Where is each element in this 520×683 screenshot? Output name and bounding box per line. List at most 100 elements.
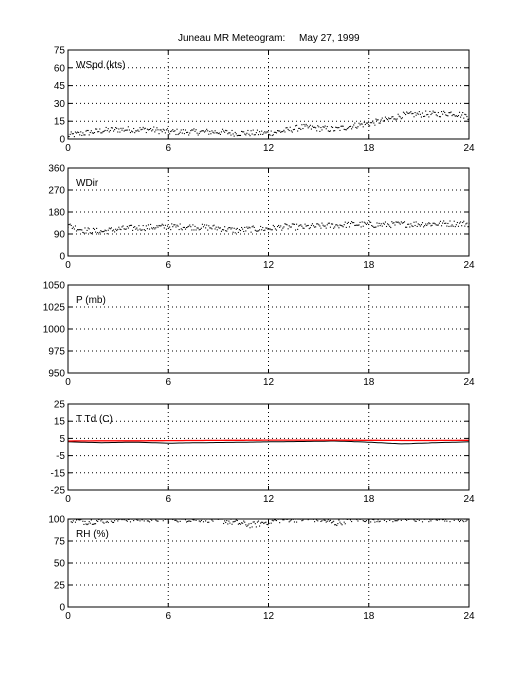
data-point bbox=[166, 225, 169, 227]
data-point bbox=[80, 229, 82, 231]
data-point bbox=[140, 229, 142, 231]
data-point bbox=[444, 222, 446, 224]
data-point bbox=[146, 128, 148, 130]
x-tick-label: 24 bbox=[463, 611, 475, 622]
data-point bbox=[297, 130, 299, 132]
data-point bbox=[357, 126, 359, 128]
y-tick-label: 950 bbox=[48, 369, 65, 380]
data-point bbox=[314, 226, 316, 228]
data-point bbox=[310, 224, 312, 226]
x-tick-label: 24 bbox=[463, 377, 475, 388]
data-point bbox=[347, 127, 349, 129]
data-point bbox=[462, 221, 464, 224]
data-point bbox=[206, 128, 208, 130]
data-point bbox=[310, 128, 312, 130]
data-point bbox=[309, 124, 311, 126]
data-point bbox=[311, 223, 314, 225]
data-point bbox=[176, 520, 178, 522]
data-point bbox=[377, 119, 379, 121]
data-point bbox=[458, 222, 461, 224]
data-point bbox=[157, 520, 159, 522]
data-point bbox=[138, 225, 140, 227]
data-point bbox=[197, 227, 199, 229]
data-point bbox=[90, 519, 92, 521]
data-point bbox=[412, 112, 414, 115]
data-point bbox=[337, 523, 339, 525]
data-point bbox=[452, 225, 454, 227]
data-point bbox=[213, 224, 215, 226]
data-point bbox=[378, 521, 380, 523]
data-point bbox=[463, 220, 465, 222]
data-point bbox=[439, 220, 442, 222]
data-point bbox=[332, 126, 334, 129]
data-point bbox=[355, 126, 357, 128]
x-tick-label: 18 bbox=[363, 260, 375, 271]
data-point bbox=[259, 131, 261, 133]
x-tick-label: 24 bbox=[463, 143, 475, 154]
data-point bbox=[330, 522, 333, 524]
data-point bbox=[458, 520, 461, 523]
data-point bbox=[389, 118, 391, 120]
data-point bbox=[391, 116, 393, 118]
data-point bbox=[430, 520, 432, 522]
data-point bbox=[101, 231, 103, 233]
x-tick-label: 24 bbox=[463, 260, 475, 271]
data-point bbox=[157, 226, 159, 228]
x-tick-label: 18 bbox=[363, 611, 375, 622]
data-point bbox=[154, 228, 156, 230]
data-point bbox=[308, 126, 310, 128]
x-tick-label: 12 bbox=[263, 494, 275, 505]
data-point bbox=[246, 132, 248, 134]
data-point bbox=[367, 223, 370, 226]
data-point bbox=[262, 133, 264, 135]
data-point bbox=[316, 130, 318, 132]
data-point bbox=[186, 521, 188, 523]
data-point bbox=[316, 223, 318, 225]
data-point bbox=[410, 111, 412, 113]
data-point bbox=[327, 519, 329, 521]
data-point bbox=[312, 225, 315, 227]
data-point bbox=[190, 520, 192, 522]
data-point bbox=[163, 227, 165, 229]
data-point bbox=[208, 133, 210, 135]
data-point bbox=[390, 226, 392, 229]
data-point bbox=[153, 126, 155, 128]
data-point bbox=[112, 130, 115, 132]
data-point bbox=[268, 133, 270, 136]
data-point bbox=[378, 122, 380, 124]
data-point bbox=[153, 227, 155, 229]
data-point bbox=[124, 228, 126, 230]
data-point bbox=[323, 225, 325, 227]
data-point bbox=[129, 131, 132, 134]
data-point bbox=[237, 231, 239, 233]
data-point bbox=[229, 522, 231, 524]
data-point bbox=[334, 226, 336, 228]
data-point bbox=[225, 521, 227, 524]
data-point bbox=[456, 115, 458, 118]
data-point bbox=[267, 228, 269, 230]
data-point bbox=[251, 133, 253, 135]
data-point bbox=[80, 518, 82, 521]
data-point bbox=[451, 115, 453, 117]
data-point bbox=[211, 130, 213, 132]
data-point bbox=[389, 225, 391, 227]
data-point bbox=[401, 222, 403, 224]
data-point bbox=[293, 128, 296, 130]
data-point bbox=[455, 224, 457, 226]
data-point bbox=[184, 519, 187, 521]
data-point bbox=[297, 228, 299, 230]
data-point bbox=[369, 221, 371, 223]
data-point bbox=[141, 128, 143, 130]
data-point bbox=[201, 130, 203, 132]
data-point bbox=[446, 520, 448, 522]
data-point bbox=[85, 523, 87, 525]
data-point bbox=[395, 119, 397, 121]
data-point bbox=[453, 519, 455, 521]
data-point bbox=[217, 132, 219, 135]
data-point bbox=[279, 226, 281, 228]
data-point bbox=[199, 521, 201, 523]
data-point bbox=[168, 131, 170, 133]
data-point bbox=[360, 226, 362, 228]
data-point bbox=[232, 231, 234, 233]
data-point bbox=[292, 223, 294, 225]
